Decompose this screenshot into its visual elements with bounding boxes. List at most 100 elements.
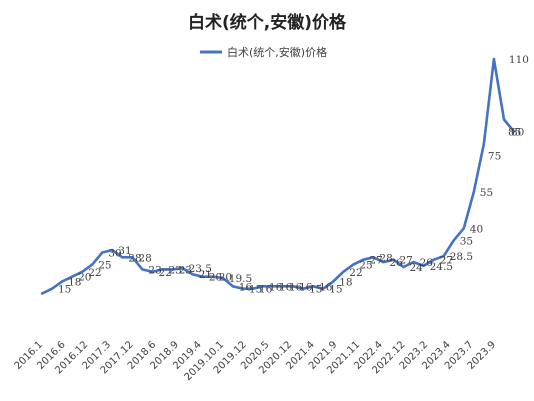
data-point <box>50 287 54 290</box>
data-point <box>281 285 285 288</box>
data-point <box>241 287 245 290</box>
series-line <box>41 57 516 295</box>
data-point <box>111 248 114 252</box>
data-label: 26 <box>420 257 434 269</box>
data-label: 22 <box>349 267 362 279</box>
data-point <box>151 270 154 273</box>
data-point <box>70 275 74 278</box>
data-point <box>362 258 365 261</box>
data-point <box>402 265 405 269</box>
data-label: 30 <box>108 248 121 260</box>
data-point <box>332 280 335 283</box>
data-label: 85 <box>508 127 521 139</box>
data-label: 27 <box>440 255 453 267</box>
data-point <box>251 287 255 290</box>
data-point <box>60 280 64 283</box>
data-point <box>221 276 224 280</box>
data-label: 18 <box>339 277 352 289</box>
data-label: 110 <box>509 54 529 66</box>
data-point <box>311 285 315 288</box>
data-label: 16 <box>259 284 273 296</box>
data-label: 22 <box>159 267 172 279</box>
data-point <box>271 285 275 288</box>
legend-label: 白术(统个,安徽)价格 <box>227 45 327 59</box>
data-point <box>291 285 295 288</box>
data-label: 22 <box>88 267 101 279</box>
data-label: 31 <box>118 245 131 257</box>
data-point <box>482 142 486 145</box>
data-point <box>301 287 305 290</box>
data-label: 23 <box>148 264 161 276</box>
data-point <box>91 263 94 266</box>
data-label: 23 <box>179 264 192 276</box>
data-label: 40 <box>470 223 483 235</box>
data-label: 23 <box>169 264 182 276</box>
data-label: 80 <box>511 127 524 139</box>
data-label: 28 <box>379 252 392 264</box>
data-labels: 1518202225303128282322232323.521202019.5… <box>58 54 529 296</box>
data-point <box>372 256 375 259</box>
data-label: 16 <box>239 281 253 293</box>
data-point <box>101 251 104 254</box>
data-label: 19.5 <box>229 273 252 285</box>
data-point <box>322 287 325 290</box>
data-label: 16 <box>319 281 333 293</box>
data-point <box>452 239 455 242</box>
data-label: 20 <box>219 272 232 284</box>
data-point <box>492 57 496 61</box>
data-point <box>191 273 194 276</box>
data-point <box>352 263 355 266</box>
data-label: 20 <box>78 272 91 284</box>
data-point <box>81 270 84 273</box>
data-point <box>512 130 516 133</box>
legend: 白术(统个,安徽)价格 <box>200 45 327 59</box>
data-label: 25 <box>359 260 372 272</box>
data-label: 15 <box>309 284 322 296</box>
data-point <box>422 264 425 267</box>
data-point <box>442 254 445 258</box>
data-point <box>211 275 214 278</box>
data-label: 55 <box>480 187 493 199</box>
plot-area <box>40 57 516 295</box>
data-label: 24.5 <box>430 261 453 273</box>
data-point <box>141 268 144 271</box>
data-label: 16 <box>299 281 313 293</box>
data-point <box>342 270 345 273</box>
data-point <box>472 190 475 194</box>
data-label: 24 <box>410 262 424 274</box>
data-point <box>121 256 124 259</box>
data-point <box>432 258 435 261</box>
data-point <box>181 267 184 270</box>
data-label: 16 <box>269 281 283 293</box>
data-label: 28 <box>138 252 151 264</box>
x-axis-ticks: 2016.12016.62016.122017.32017.122018.620… <box>13 339 499 383</box>
data-label: 26 <box>389 257 403 269</box>
data-point <box>161 268 164 271</box>
data-point <box>171 268 174 271</box>
data-label: 25 <box>98 260 111 272</box>
data-point <box>382 260 385 264</box>
data-point <box>502 118 506 121</box>
data-label: 15 <box>249 284 262 296</box>
data-label: 27 <box>400 255 413 267</box>
data-label: 16 <box>289 281 303 293</box>
data-point <box>261 285 265 288</box>
data-point <box>462 227 465 230</box>
data-label: 21 <box>199 269 212 281</box>
data-point <box>231 285 234 288</box>
data-label: 15 <box>58 284 71 296</box>
data-point <box>392 258 395 261</box>
data-label: 15 <box>329 284 342 296</box>
data-label: 18 <box>68 277 81 289</box>
data-label: 16 <box>279 281 293 293</box>
data-point <box>201 275 204 278</box>
data-point <box>412 260 415 264</box>
data-label: 35 <box>460 235 473 247</box>
data-label: 27 <box>369 255 382 267</box>
chart-title: 白术(统个,安徽)价格 <box>188 12 347 33</box>
data-label: 23.5 <box>189 263 212 275</box>
data-label: 28 <box>128 252 141 264</box>
data-point <box>40 292 44 295</box>
data-label: 28.5 <box>450 251 473 263</box>
